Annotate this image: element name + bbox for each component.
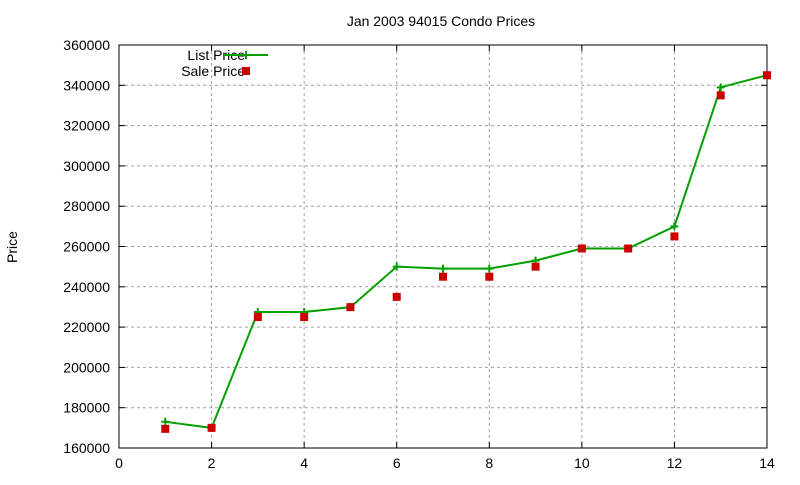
sale-price-point: [392, 292, 401, 301]
tick-labels: 0 2 4 6 8 10 12 14 160000 180000 200000 220000 24000…: [63, 37, 775, 471]
legend-label-list-price: List Price: [187, 47, 245, 63]
sale-price-point: [439, 272, 447, 281]
list-price-point: [716, 83, 725, 92]
y-tick-label: 240000: [63, 279, 110, 295]
list-price-point: [161, 417, 170, 426]
x-tick-label: 4: [300, 455, 308, 471]
y-tick-label: 220000: [63, 319, 110, 335]
plot-border: [118, 44, 768, 449]
x-tick-label: 8: [485, 455, 493, 471]
x-tick-label: 14: [759, 455, 775, 471]
sale-price-point: [624, 244, 633, 253]
y-tick-label: 200000: [63, 359, 110, 375]
list-price-line: [165, 74, 768, 429]
y-tick-label: 360000: [63, 37, 110, 53]
sale-price-point: [531, 262, 540, 271]
y-axis-label: Price: [4, 231, 20, 263]
x-tick-label: 6: [393, 455, 401, 471]
x-tick-label: 2: [208, 455, 216, 471]
legend: List Price Sale Price: [181, 47, 268, 79]
sale-price-point: [346, 303, 355, 312]
chart-title: Jan 2003 94015 Condo Prices: [347, 13, 535, 29]
y-tick-label: 160000: [63, 440, 110, 456]
list-price-point: [439, 264, 447, 273]
y-tick-label: 320000: [63, 118, 110, 134]
sale-price-point: [161, 424, 170, 433]
y-tick-label: 300000: [63, 158, 110, 174]
sale-price-point: [253, 313, 262, 322]
sale-price-point: [485, 272, 494, 281]
sale-price-point: [577, 244, 586, 253]
sale-price-point: [207, 423, 216, 432]
sale-price-point: [670, 232, 679, 241]
legend-marker-sale-price: [242, 67, 250, 75]
y-tick-label: 260000: [63, 239, 110, 255]
legend-label-sale-price: Sale Price: [181, 63, 245, 79]
sale-price-point: [763, 71, 771, 80]
y-tick-label: 180000: [63, 400, 110, 416]
axes: [118, 44, 768, 449]
list-price-point: [485, 264, 494, 273]
y-tick-label: 280000: [63, 198, 110, 214]
grid: [119, 45, 767, 448]
y-tick-label: 340000: [63, 77, 110, 93]
x-tick-label: 10: [574, 455, 590, 471]
series-layer: [161, 71, 771, 433]
x-tick-label: 12: [667, 455, 683, 471]
list-price-point: [392, 262, 401, 271]
x-tick-label: 0: [115, 455, 123, 471]
sale-price-point: [716, 91, 725, 100]
sale-price-point: [300, 313, 309, 322]
list-price-point: [670, 222, 679, 231]
legend-marker-list-price: [242, 51, 250, 59]
